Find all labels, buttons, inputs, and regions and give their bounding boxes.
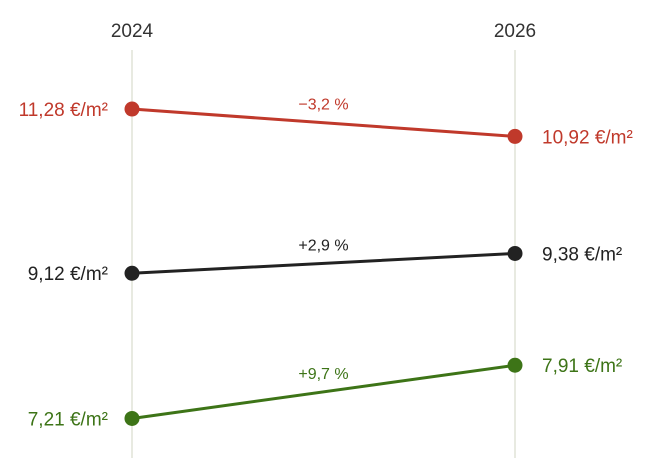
year-label-2026: 2026 xyxy=(494,21,536,42)
year-label-2024: 2024 xyxy=(111,21,154,42)
series-1-change-label: +2,9 % xyxy=(298,237,348,254)
series-1-point-2026 xyxy=(507,245,523,261)
series-2-value-label-2024: 7,21 €/m² xyxy=(28,409,108,430)
series-1-value-label-2024: 9,12 €/m² xyxy=(28,264,108,285)
series-0-line xyxy=(130,107,517,138)
series-2-point-2024 xyxy=(124,410,140,426)
series-2-change-label: +9,7 % xyxy=(298,366,348,383)
series-1-value-label-2026: 9,38 €/m² xyxy=(542,244,622,265)
series-2-point-2026 xyxy=(507,357,523,373)
series-0-value-label-2026: 10,92 €/m² xyxy=(542,127,633,148)
series-0-change-label: −3,2 % xyxy=(298,97,348,114)
series-marks: 11,28 €/m² 10,92 €/m² −3,2 % 9,12 €/m² 9,38 … xyxy=(19,97,633,431)
series-2-value-label-2026: 7,91 €/m² xyxy=(542,356,622,377)
series-2-line xyxy=(130,363,517,420)
series-0-value-label-2024: 11,28 €/m² xyxy=(19,100,108,121)
series-1-point-2024 xyxy=(124,265,140,281)
series-0-point-2024 xyxy=(124,101,140,117)
series-0-point-2026 xyxy=(507,128,523,144)
series-1-line xyxy=(130,251,517,275)
